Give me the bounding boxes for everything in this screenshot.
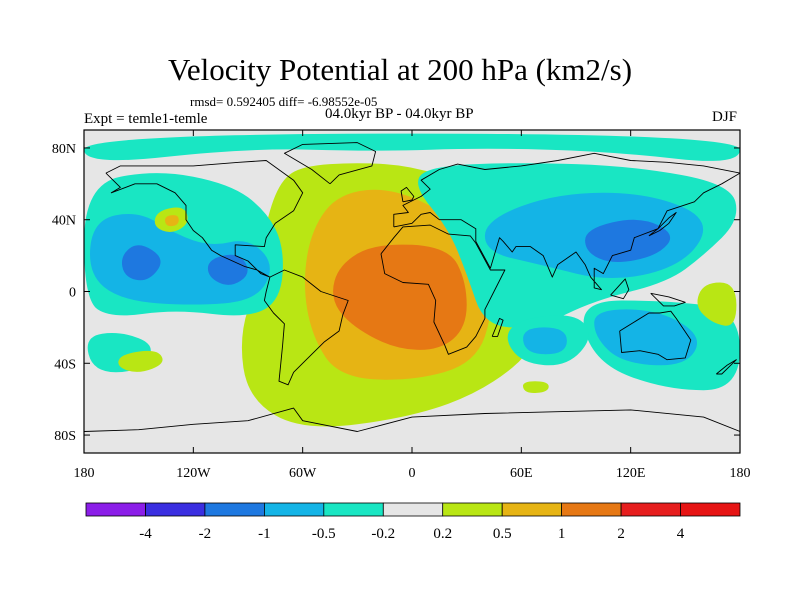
field-regions bbox=[84, 133, 740, 427]
colorbar-swatch bbox=[620, 502, 681, 517]
coastline-africa bbox=[380, 224, 506, 355]
region-north-pacific-orange-patch bbox=[165, 215, 179, 227]
coastline-britain bbox=[400, 186, 415, 203]
region-africa-strong-positive bbox=[333, 244, 467, 350]
colorbar-label: -0.5 bbox=[312, 526, 336, 542]
region-arctic-negative-band bbox=[84, 133, 740, 161]
coastline-japan bbox=[648, 212, 677, 237]
coastlines bbox=[84, 142, 740, 432]
coastline-south-america bbox=[263, 269, 349, 386]
region-indian-ocean-negative-core bbox=[523, 327, 567, 355]
colorbar-swatch bbox=[204, 502, 265, 517]
x-tick-label: 0 bbox=[409, 466, 416, 481]
period-label: 04.0kyr BP - 04.0kyr BP bbox=[325, 106, 474, 122]
region-southern-pacific-negative-core bbox=[594, 309, 698, 366]
x-tick-label: 120W bbox=[176, 466, 211, 481]
y-tick-label: 0 bbox=[69, 286, 76, 301]
coastline-australia bbox=[619, 310, 692, 361]
coastline-borneo bbox=[610, 278, 630, 300]
region-australia-positive-patch bbox=[697, 282, 737, 326]
stats-line: rmsd= 0.592405 diff= -6.98552e-05 bbox=[190, 94, 378, 109]
colorbar-label: 4 bbox=[677, 526, 685, 542]
y-tick-label: 80S bbox=[54, 429, 76, 444]
colorbar-swatch bbox=[442, 502, 503, 517]
coastline-eurasia bbox=[393, 152, 740, 291]
coastline-madagascar bbox=[491, 317, 504, 337]
coastline-greenland bbox=[283, 142, 377, 185]
x-tick-label: 120E bbox=[616, 466, 646, 481]
colorbar-swatch bbox=[85, 502, 146, 517]
x-tick-label: 180 bbox=[74, 466, 95, 481]
colorbar-swatch bbox=[561, 502, 622, 517]
colorbar-swatch bbox=[323, 502, 384, 517]
colorbar-swatch bbox=[501, 502, 563, 517]
season-label: DJF bbox=[712, 109, 738, 125]
colorbar-label: -1 bbox=[258, 526, 271, 542]
coastline-antarctica bbox=[84, 407, 740, 432]
x-tick-label: 180 bbox=[730, 466, 751, 481]
x-axis: 180 120W 60W 0 60E 120E 180 bbox=[74, 130, 751, 481]
region-pacific-strong-negative-west bbox=[121, 245, 161, 281]
x-tick-label: 60E bbox=[510, 466, 533, 481]
colorbar-label: -4 bbox=[139, 526, 152, 542]
y-axis: 80N 40N 0 40S 80S bbox=[52, 142, 740, 444]
colorbar-label: -0.2 bbox=[371, 526, 395, 542]
colorbar-label: 2 bbox=[617, 526, 625, 542]
colorbar-label: -2 bbox=[199, 526, 212, 542]
coastline-north-america bbox=[105, 160, 304, 278]
coastline-new-guinea bbox=[650, 292, 686, 307]
experiment-label: Expt = temle1-temle bbox=[84, 111, 208, 127]
colorbar-label: 0.2 bbox=[433, 526, 452, 542]
colorbar-swatch bbox=[263, 502, 325, 517]
colorbar-swatch bbox=[680, 502, 741, 517]
y-tick-label: 80N bbox=[52, 142, 76, 157]
region-pacific-strong-negative-east bbox=[207, 254, 248, 285]
region-south-pacific-positive-patch bbox=[118, 350, 163, 372]
coastline-new-zealand bbox=[716, 359, 737, 375]
region-asia-strong-negative bbox=[585, 219, 671, 262]
y-tick-label: 40S bbox=[54, 357, 76, 372]
x-tick-label: 60W bbox=[289, 466, 317, 481]
colorbar-label: 0.5 bbox=[493, 526, 512, 542]
region-south-indian-positive-patch bbox=[522, 381, 549, 394]
colorbar: -4 -2 -1 -0.5 -0.2 0.2 0.5 1 2 4 bbox=[85, 502, 741, 542]
chart-title: Velocity Potential at 200 hPa (km2/s) bbox=[167, 52, 633, 87]
colorbar-swatch bbox=[382, 502, 444, 517]
y-tick-label: 40N bbox=[52, 214, 76, 229]
colorbar-swatch bbox=[145, 502, 206, 517]
colorbar-label: 1 bbox=[558, 526, 566, 542]
